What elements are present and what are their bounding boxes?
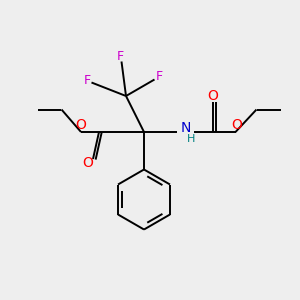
Text: F: F [83, 74, 91, 88]
Text: O: O [76, 118, 86, 132]
Text: F: F [155, 70, 163, 83]
Text: O: O [208, 89, 218, 103]
Text: O: O [82, 156, 93, 170]
Text: O: O [232, 118, 242, 132]
Text: F: F [116, 50, 124, 63]
Text: H: H [187, 134, 196, 145]
Text: N: N [181, 121, 191, 134]
